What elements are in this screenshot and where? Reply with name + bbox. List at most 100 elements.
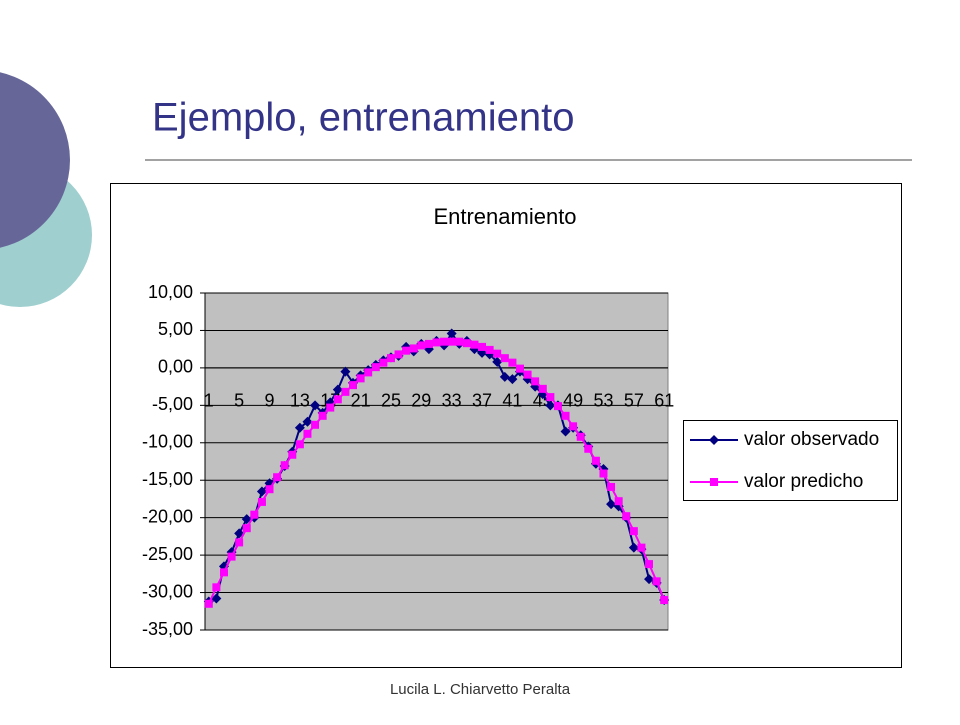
legend-label: valor predicho (744, 471, 863, 492)
marker (710, 478, 718, 486)
marker (538, 384, 547, 393)
y-tick-label: -5,00 (152, 394, 193, 414)
marker (250, 510, 259, 519)
marker (288, 450, 297, 459)
marker (332, 384, 343, 395)
marker (645, 560, 654, 569)
decor-circle (0, 72, 70, 248)
marker (553, 402, 562, 411)
x-tick-label: 57 (624, 391, 644, 411)
marker (219, 568, 228, 577)
marker (356, 374, 365, 383)
marker (507, 374, 518, 385)
x-tick-label: 41 (502, 391, 522, 411)
marker (470, 340, 479, 349)
marker (364, 368, 373, 377)
x-tick-label: 37 (472, 391, 492, 411)
legend (683, 420, 898, 501)
marker (515, 364, 524, 373)
marker (493, 349, 502, 358)
marker (637, 543, 646, 552)
marker (614, 497, 623, 506)
marker (318, 411, 327, 420)
marker (607, 482, 616, 491)
y-tick-label: 5,00 (158, 319, 193, 339)
y-tick-label: -30,00 (142, 581, 193, 601)
marker (709, 435, 719, 445)
marker (462, 339, 471, 348)
x-tick-label: 5 (234, 391, 244, 411)
marker (622, 512, 631, 521)
marker (644, 574, 655, 585)
marker (591, 456, 600, 465)
marker (349, 381, 358, 390)
marker (341, 387, 350, 396)
marker (280, 461, 289, 470)
marker (447, 337, 456, 346)
marker (432, 338, 441, 347)
x-tick-label: 13 (290, 391, 310, 411)
marker (531, 377, 540, 386)
marker (235, 538, 244, 547)
marker (500, 354, 509, 363)
marker (523, 370, 532, 379)
marker (629, 527, 638, 536)
marker (303, 429, 312, 438)
marker (424, 339, 433, 348)
marker (241, 514, 252, 525)
marker (311, 420, 320, 429)
marker (478, 342, 487, 351)
marker (273, 473, 282, 482)
marker (455, 337, 464, 346)
marker (402, 346, 411, 355)
marker (561, 411, 570, 420)
marker (379, 358, 388, 367)
marker (204, 599, 213, 608)
legend-label: valor observado (744, 429, 879, 450)
footer: Lucila L. Chiarvetto Peralta (390, 681, 571, 698)
marker (227, 552, 236, 561)
marker (242, 524, 251, 533)
marker (569, 422, 578, 431)
y-tick-label: -35,00 (142, 619, 193, 639)
x-tick-label: 49 (563, 391, 583, 411)
x-tick-label: 33 (442, 391, 462, 411)
x-tick-label: 61 (654, 391, 674, 411)
y-tick-label: -15,00 (142, 469, 193, 489)
marker (599, 469, 608, 478)
marker (576, 432, 585, 441)
marker (371, 363, 380, 372)
marker (560, 426, 571, 437)
x-tick-label: 29 (411, 391, 431, 411)
x-tick-label: 21 (351, 391, 371, 411)
marker (628, 542, 639, 553)
y-tick-label: -25,00 (142, 544, 193, 564)
marker (409, 344, 418, 353)
marker (340, 366, 351, 377)
marker (310, 400, 321, 411)
y-tick-label: -10,00 (142, 432, 193, 452)
marker (265, 485, 274, 494)
marker (417, 341, 426, 350)
x-tick-label: 1 (204, 391, 214, 411)
y-tick-label: 0,00 (158, 357, 193, 377)
x-tick-label: 9 (265, 391, 275, 411)
x-tick-label: 53 (593, 391, 613, 411)
marker (440, 337, 449, 346)
marker (545, 400, 556, 411)
marker (584, 444, 593, 453)
marker (386, 354, 395, 363)
marker (508, 358, 517, 367)
marker (302, 416, 313, 427)
chart-title: Entrenamiento (433, 204, 576, 229)
marker (257, 497, 266, 506)
marker (295, 440, 304, 449)
marker (499, 371, 510, 382)
marker (446, 328, 457, 339)
marker (212, 583, 221, 592)
slide-title: Ejemplo, entrenamiento (152, 96, 574, 140)
y-tick-label: 10,00 (148, 282, 193, 302)
marker (492, 356, 503, 367)
marker (652, 577, 661, 586)
y-tick-label: -20,00 (142, 506, 193, 526)
